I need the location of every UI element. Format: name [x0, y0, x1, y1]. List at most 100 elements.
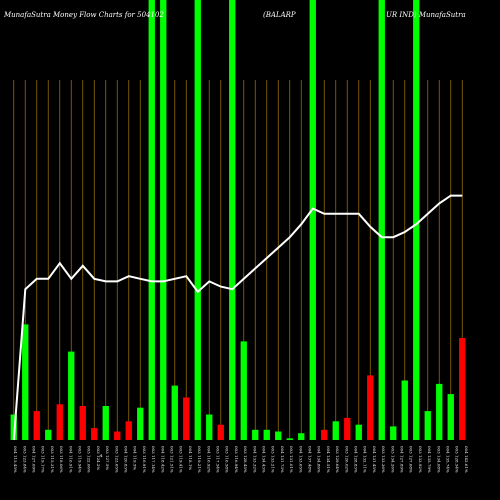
- x-tick-label: 003 124.2%: [96, 446, 101, 470]
- x-tick-label: 003 121.51%: [170, 446, 175, 473]
- x-tick-label: 004 127.09%: [32, 446, 37, 473]
- x-tick-label: 003 123.84%: [22, 446, 27, 473]
- chart-title-mid: (BALARP: [263, 11, 296, 19]
- x-tick-label: 003 116.91%: [142, 446, 147, 473]
- x-tick-label: 003 131.01%: [289, 446, 294, 473]
- money-flow-bar: [390, 426, 397, 440]
- x-tick-label: 004 134.51%: [326, 446, 331, 473]
- money-flow-bar: [194, 0, 201, 440]
- money-flow-bar: [401, 380, 408, 440]
- price-polyline: [12, 194, 463, 441]
- x-tick-label: 003 119.21%: [197, 446, 202, 473]
- x-tick-label: 004 134.43%: [262, 446, 267, 473]
- money-flow-bar: [68, 351, 75, 440]
- x-tick-label: 004 135.74%: [446, 446, 451, 473]
- x-tick-label: 004 115.45%: [13, 446, 18, 473]
- money-flow-bar: [171, 385, 178, 440]
- x-tick-label: 004 119.5%: [133, 446, 138, 470]
- money-flow-bar: [217, 424, 224, 440]
- money-flow-bar: [332, 421, 339, 440]
- money-flow-bar: [33, 411, 40, 440]
- x-tick-label: 003 133.36%: [381, 446, 386, 473]
- money-flow-bar: [114, 431, 121, 440]
- money-flow-bar: [148, 0, 155, 440]
- money-flow-bar: [378, 0, 385, 440]
- x-tick-label: 003 115.31%: [50, 446, 55, 473]
- money-flow-bars: [10, 0, 466, 440]
- x-tick-label: 003 117.54%: [216, 446, 221, 473]
- money-flow-bar: [321, 429, 328, 440]
- money-flow-bar: [45, 429, 52, 440]
- x-tick-label: 003 117.14%: [151, 446, 156, 473]
- money-flow-bar: [22, 324, 29, 440]
- x-tick-label: 004 131.45%: [372, 446, 377, 473]
- money-flow-bar: [447, 394, 454, 440]
- money-flow-bar: [286, 438, 293, 440]
- x-tick-label: 004 137.48%: [308, 446, 313, 473]
- money-flow-bar: [413, 0, 420, 440]
- money-flow-bar: [240, 341, 247, 440]
- x-tick-label: 003 119.17%: [41, 446, 46, 473]
- x-tick-label: 004 135.79%: [427, 446, 432, 473]
- x-tick-label: 004 132.11%: [363, 446, 368, 473]
- x-tick-label: 003 133.92%: [418, 446, 423, 473]
- money-flow-bar: [263, 429, 270, 440]
- money-flow-bar: [10, 414, 17, 440]
- x-tick-label: 003 122.06%: [87, 446, 92, 473]
- x-tick-label: 003 119.41%: [179, 446, 184, 473]
- x-tick-label: 003 129.64%: [335, 446, 340, 473]
- x-tick-label: 004 127.89%: [400, 446, 405, 473]
- money-flow-bar: [275, 431, 282, 440]
- x-tick-label: 004 118.1%: [188, 446, 193, 470]
- money-flow-bar: [298, 433, 305, 440]
- money-flow-bar: [355, 424, 362, 440]
- x-tick-label: 004 142.61%: [464, 446, 469, 473]
- x-tick-label: 004 120.83%: [124, 446, 129, 473]
- x-tick-label: 003 128.54%: [455, 446, 460, 473]
- x-tick-label: 003 127.68%: [409, 446, 414, 473]
- money-flow-bar: [424, 411, 431, 440]
- x-tick-label: 004 118.42%: [160, 446, 165, 473]
- x-tick-label: 004 134.86%: [317, 446, 322, 473]
- x-tick-label: 004 116.92%: [206, 446, 211, 473]
- x-axis-symbol: $: [100, 453, 103, 458]
- money-flow-bar: [344, 417, 351, 440]
- x-tick-label: 003 119.94%: [78, 446, 83, 473]
- x-tick-labels: 004 115.45% 003 123.84% 004 127.09% 003 119…: [13, 446, 469, 473]
- money-flow-bar: [367, 375, 374, 440]
- money-flow-bar: [125, 421, 132, 440]
- money-flow-bar: [229, 0, 236, 440]
- money-flow-bar: [79, 406, 86, 440]
- x-tick-label: 003 116.58%: [225, 446, 230, 473]
- x-tick-label: 003 134.26%: [390, 446, 395, 473]
- money-flow-bar: [56, 404, 63, 440]
- gridlines: [13, 80, 463, 440]
- money-flow-bar: [206, 414, 213, 440]
- x-tick-label: 004 128.83%: [354, 446, 359, 473]
- price-line: [12, 194, 463, 441]
- money-flow-bar: [436, 383, 443, 440]
- x-tick-label: 003 126.02%: [344, 446, 349, 473]
- x-tick-label: 003 134.08%: [436, 446, 441, 473]
- money-flow-bar: [183, 397, 190, 440]
- x-tick-label: 003 128.45%: [243, 446, 248, 473]
- x-tick-label: 004 133.32%: [252, 446, 257, 473]
- chart-title-left: MunafaSutra Money Flow Charts for 504102: [3, 11, 164, 19]
- chart-title-right: UR IND) MunafaSutra: [386, 11, 466, 19]
- money-flow-bar: [309, 0, 316, 440]
- x-tick-label: 004 116.91%: [68, 446, 73, 473]
- x-tick-label: 004 131.73%: [280, 446, 285, 473]
- x-tick-label: 003 118.06%: [59, 446, 64, 473]
- money-flow-bar: [459, 338, 466, 440]
- x-tick-label: 003 127.5%: [105, 446, 110, 470]
- x-tick-label: 003 133.21%: [271, 446, 276, 473]
- x-tick-label: 003 123.65%: [114, 446, 119, 473]
- x-tick-label: 004 133.65%: [298, 446, 303, 473]
- money-flow-bar: [91, 428, 98, 440]
- x-tick-label: 003 116.94%: [234, 446, 239, 473]
- money-flow-bar: [160, 0, 167, 440]
- money-flow-bar: [102, 406, 109, 440]
- money-flow-bar: [252, 429, 259, 440]
